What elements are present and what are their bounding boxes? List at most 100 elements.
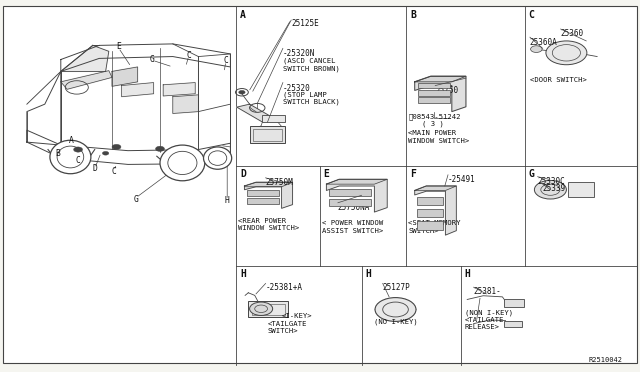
- Text: A: A: [240, 10, 246, 20]
- Bar: [250, 126, 285, 143]
- Bar: [504, 299, 524, 307]
- Polygon shape: [326, 179, 387, 212]
- Text: H: H: [225, 196, 230, 205]
- Text: 25381-: 25381-: [474, 287, 501, 296]
- Text: <MAIN POWER: <MAIN POWER: [408, 130, 456, 136]
- Ellipse shape: [160, 145, 205, 181]
- Bar: [248, 301, 288, 317]
- Polygon shape: [61, 44, 230, 71]
- Polygon shape: [112, 67, 138, 86]
- Text: G: G: [133, 195, 138, 203]
- Circle shape: [375, 298, 416, 321]
- Text: 25330C: 25330C: [538, 177, 565, 186]
- Text: Ⓢ08543-51242: Ⓢ08543-51242: [408, 113, 461, 120]
- Text: C: C: [111, 167, 116, 176]
- Circle shape: [102, 151, 109, 155]
- Text: <TAILGATE: <TAILGATE: [268, 321, 307, 327]
- Polygon shape: [415, 76, 466, 112]
- Text: SWITCH BLACK): SWITCH BLACK): [283, 99, 340, 105]
- Text: ( 3 ): ( 3 ): [422, 121, 444, 127]
- Text: 25125E: 25125E: [291, 19, 319, 28]
- Circle shape: [531, 46, 542, 52]
- Text: G: G: [150, 55, 155, 64]
- Text: C: C: [76, 156, 81, 165]
- Text: D: D: [240, 169, 246, 179]
- Polygon shape: [415, 186, 456, 190]
- Text: D: D: [92, 164, 97, 173]
- Circle shape: [239, 90, 245, 94]
- Text: -25320N: -25320N: [283, 49, 316, 58]
- Text: <DOOR SWITCH>: <DOOR SWITCH>: [530, 77, 587, 83]
- Polygon shape: [61, 45, 109, 71]
- Circle shape: [74, 147, 83, 152]
- Text: <REAR POWER: <REAR POWER: [238, 218, 286, 224]
- Text: WINDOW SWITCH>: WINDOW SWITCH>: [408, 138, 470, 144]
- Text: 25360A: 25360A: [530, 38, 557, 47]
- Text: <SEAT MEMORY: <SEAT MEMORY: [408, 220, 461, 226]
- Text: 25127P: 25127P: [383, 283, 410, 292]
- Text: 25750NA: 25750NA: [338, 203, 371, 212]
- Text: (NON I-KEY): (NON I-KEY): [465, 310, 513, 316]
- Text: B: B: [55, 149, 60, 158]
- Ellipse shape: [50, 140, 91, 174]
- Polygon shape: [163, 83, 195, 96]
- Text: WINDOW SWITCH>: WINDOW SWITCH>: [238, 225, 300, 231]
- Text: -25381+A: -25381+A: [266, 283, 303, 292]
- Text: ASSIST SWITCH>: ASSIST SWITCH>: [322, 228, 383, 234]
- Text: SWITCH>: SWITCH>: [268, 328, 298, 334]
- Circle shape: [534, 180, 566, 199]
- Text: 25360: 25360: [561, 29, 584, 38]
- Polygon shape: [244, 182, 292, 187]
- Polygon shape: [173, 95, 198, 113]
- Text: H: H: [365, 269, 371, 279]
- Bar: [262, 115, 285, 122]
- Text: C: C: [186, 51, 191, 60]
- Polygon shape: [237, 104, 275, 122]
- Polygon shape: [27, 71, 61, 145]
- Bar: [329, 199, 371, 206]
- Bar: [247, 190, 279, 196]
- Bar: [418, 90, 450, 96]
- Circle shape: [112, 144, 121, 150]
- Text: A: A: [69, 136, 74, 145]
- Text: < POWER WINDOW: < POWER WINDOW: [322, 220, 383, 226]
- Ellipse shape: [204, 147, 232, 169]
- Bar: [417, 197, 443, 205]
- Text: H: H: [464, 269, 470, 279]
- Text: SWITCH>: SWITCH>: [408, 228, 439, 234]
- Polygon shape: [27, 130, 230, 164]
- Text: SWITCH BROWN): SWITCH BROWN): [283, 65, 340, 71]
- Polygon shape: [244, 182, 292, 208]
- Text: <TAILGATE: <TAILGATE: [465, 317, 504, 323]
- Text: C: C: [529, 10, 534, 20]
- Text: H: H: [240, 269, 246, 279]
- Text: B: B: [410, 10, 416, 20]
- Text: R2510042: R2510042: [589, 357, 623, 363]
- Circle shape: [250, 302, 273, 315]
- Text: G: G: [529, 169, 534, 179]
- Bar: [247, 198, 279, 204]
- Text: <I-KEY>: <I-KEY>: [282, 313, 312, 319]
- Text: (STOP LAMP: (STOP LAMP: [283, 92, 326, 98]
- Polygon shape: [122, 83, 154, 97]
- Bar: [252, 304, 285, 315]
- Text: E: E: [323, 169, 329, 179]
- Bar: [504, 321, 522, 327]
- Bar: [417, 221, 443, 230]
- Text: (ASCD CANCEL: (ASCD CANCEL: [283, 58, 335, 64]
- Polygon shape: [415, 76, 466, 82]
- Text: F: F: [410, 169, 416, 179]
- Circle shape: [156, 146, 164, 151]
- Text: 25750: 25750: [435, 86, 458, 94]
- Polygon shape: [415, 186, 456, 235]
- Text: -25491: -25491: [448, 175, 476, 184]
- Text: 25750M: 25750M: [266, 178, 293, 187]
- Polygon shape: [61, 71, 112, 89]
- Bar: [568, 182, 594, 197]
- Text: RELEASE>: RELEASE>: [465, 324, 500, 330]
- Text: 25339: 25339: [543, 184, 566, 193]
- Text: -25320: -25320: [283, 84, 310, 93]
- Text: (NO I-KEY): (NO I-KEY): [374, 318, 418, 324]
- Polygon shape: [326, 179, 387, 184]
- Bar: [418, 83, 450, 88]
